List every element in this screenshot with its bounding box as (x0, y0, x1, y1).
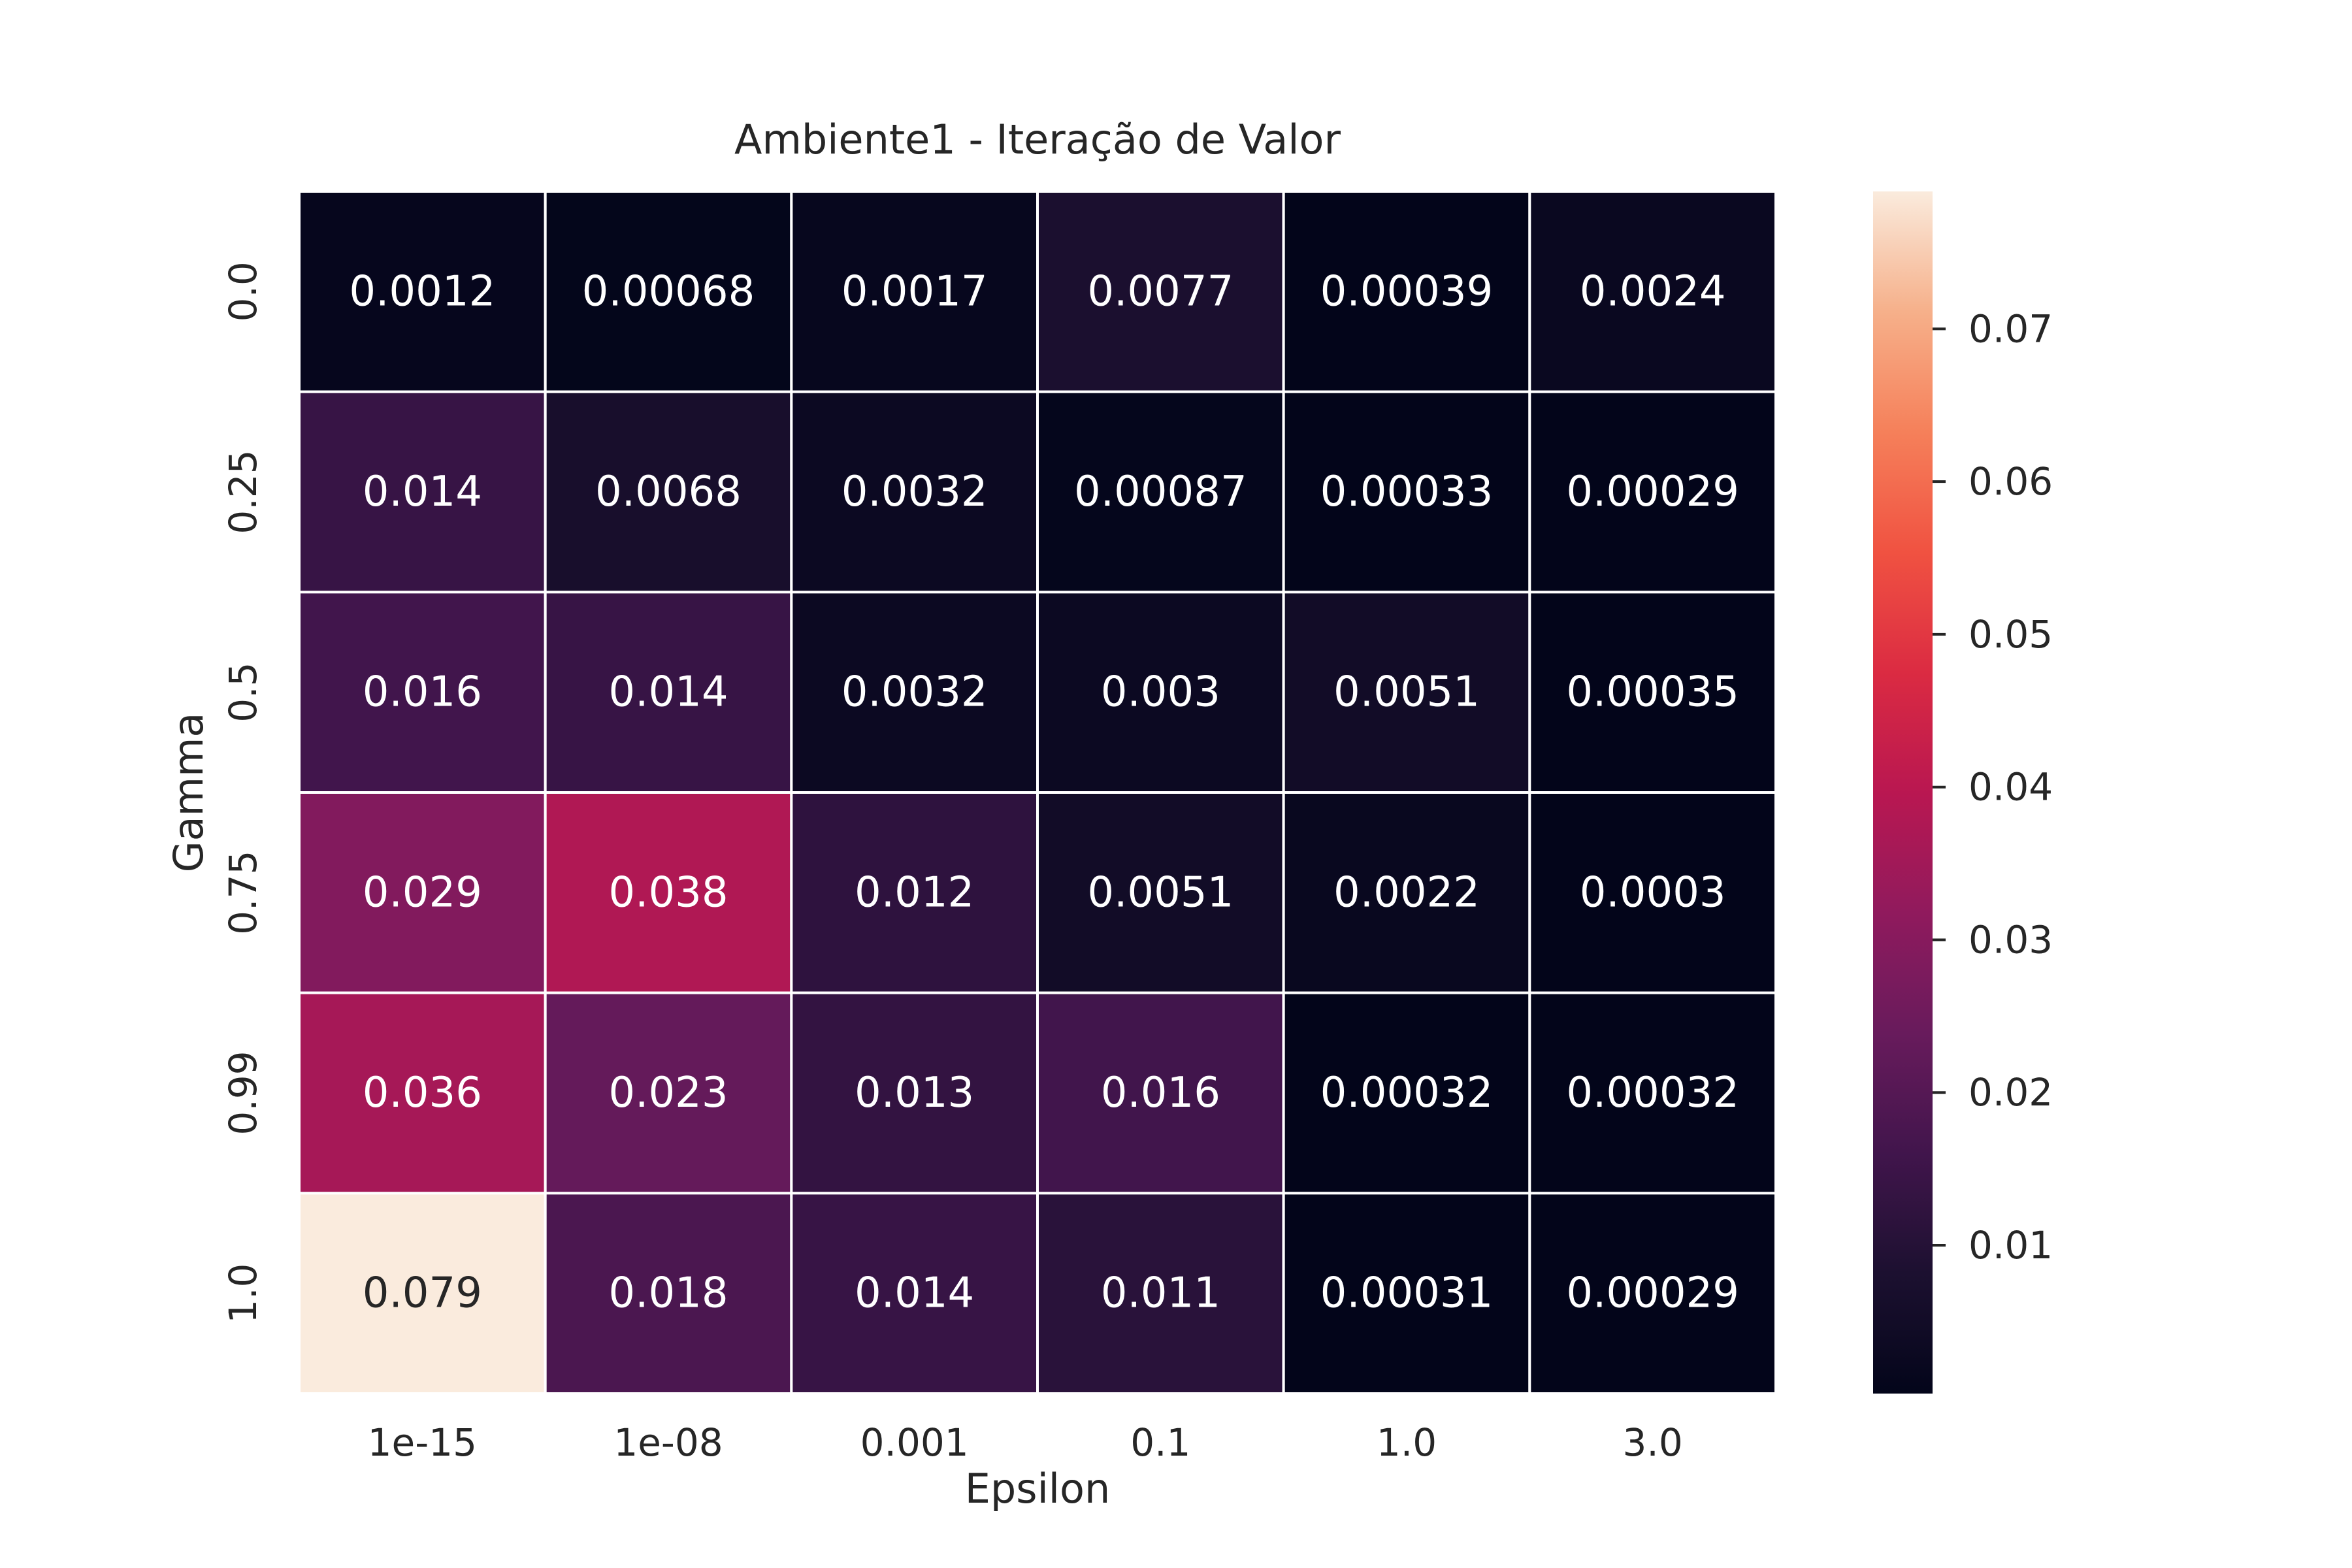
colorbar-tick-label: 0.04 (1968, 765, 2053, 809)
cell-value-label: 0.038 (608, 868, 728, 917)
heatmap-cell (1282, 991, 1531, 1195)
cell-value-label: 0.00033 (1320, 468, 1494, 516)
colorbar-tick-label: 0.05 (1968, 612, 2053, 657)
heatmap-cell (790, 791, 1039, 994)
heatmap-cell (1282, 591, 1531, 794)
heatmap-cell-labels: 0.0012 0.00068 0.0017 0.0077 0.00039 0.0024 0.… (349, 267, 1739, 1317)
cell-value-label: 0.016 (363, 668, 482, 717)
heatmap-cell (544, 791, 793, 994)
cell-value-label: 0.00032 (1320, 1069, 1494, 1117)
colorbar-tick-label: 0.01 (1968, 1223, 2053, 1267)
cell-value-label: 0.018 (608, 1269, 728, 1318)
cell-value-label: 0.0032 (841, 668, 988, 717)
y-tick-label: 1.0 (221, 1264, 265, 1324)
x-tick-label: 1.0 (1377, 1420, 1437, 1465)
colorbar-tick-label: 0.03 (1968, 917, 2053, 962)
x-axis-label: Epsilon (965, 1465, 1111, 1512)
cell-value-label: 0.0051 (1087, 868, 1233, 917)
heatmap-cell (544, 591, 793, 794)
heatmap-cell (1528, 791, 1777, 994)
heatmap-cell (1036, 190, 1285, 393)
cell-value-label: 0.0068 (595, 468, 742, 516)
cell-value-label: 0.011 (1101, 1269, 1220, 1318)
cell-value-label: 0.013 (855, 1069, 974, 1117)
colorbar-tick-label: 0.02 (1968, 1070, 2053, 1115)
x-tick-label: 0.001 (860, 1420, 969, 1465)
heatmap-cell (1528, 190, 1777, 393)
cell-value-label: 0.0032 (841, 468, 988, 516)
heatmap-cell (1528, 390, 1777, 594)
cell-value-label: 0.0051 (1333, 668, 1480, 717)
cell-value-label: 0.014 (855, 1269, 974, 1318)
heatmap-cell (298, 991, 547, 1195)
y-axis-label: Gamma (165, 713, 212, 873)
cell-value-label: 0.00031 (1320, 1269, 1494, 1318)
cell-value-label: 0.00068 (582, 267, 755, 316)
heatmap-cell (1528, 1192, 1777, 1396)
heatmap-cell (1282, 1192, 1531, 1396)
cell-value-label: 0.00087 (1074, 468, 1247, 516)
heatmap-cells (298, 190, 1777, 1396)
heatmap-cell (544, 190, 793, 393)
x-axis-ticks: 1e-15 1e-08 0.001 0.1 1.0 3.0 (368, 1420, 1683, 1465)
x-tick-label: 1e-15 (368, 1420, 477, 1465)
heatmap-cell (790, 190, 1039, 393)
heatmap-cell (1282, 791, 1531, 994)
cell-value-label: 0.00029 (1566, 1269, 1739, 1318)
heatmap-cell (1036, 591, 1285, 794)
y-tick-label: 0.99 (221, 1051, 265, 1135)
heatmap-cell (1528, 591, 1777, 794)
heatmap-cell (1036, 1192, 1285, 1396)
heatmap-cell (298, 190, 547, 393)
heatmap-cell (790, 991, 1039, 1195)
cell-value-label: 0.014 (363, 468, 482, 516)
cell-value-label: 0.0024 (1580, 267, 1726, 316)
cell-value-label: 0.016 (1101, 1069, 1220, 1117)
heatmap-cell (544, 390, 793, 594)
colorbar (1873, 191, 1933, 1394)
chart-title: Ambiente1 - Iteração de Valor (734, 116, 1341, 163)
cell-value-label: 0.00032 (1566, 1069, 1739, 1117)
cell-value-label: 0.0012 (349, 267, 495, 316)
cell-value-label: 0.0017 (841, 267, 988, 316)
cell-value-label: 0.00039 (1320, 267, 1494, 316)
cell-value-label: 0.0003 (1580, 868, 1726, 917)
cell-value-label: 0.0077 (1087, 267, 1233, 316)
heatmap-cell (1036, 991, 1285, 1195)
y-tick-label: 0.5 (221, 662, 265, 723)
x-tick-label: 0.1 (1130, 1420, 1190, 1465)
heatmap-cell (1036, 390, 1285, 594)
cell-value-label: 0.023 (608, 1069, 728, 1117)
y-tick-label: 0.75 (221, 851, 265, 935)
x-tick-label: 3.0 (1623, 1420, 1683, 1465)
colorbar-tick-label: 0.06 (1968, 459, 2053, 504)
y-tick-label: 0.25 (221, 449, 265, 534)
cell-value-label: 0.012 (855, 868, 974, 917)
heatmap-cell (298, 1192, 547, 1396)
cell-value-label: 0.0022 (1333, 868, 1480, 917)
cell-value-label: 0.029 (363, 868, 482, 917)
colorbar-tick-label: 0.07 (1968, 306, 2053, 351)
cell-value-label: 0.00029 (1566, 468, 1739, 516)
x-tick-label: 1e-08 (613, 1420, 723, 1465)
cell-value-label: 0.079 (363, 1269, 482, 1318)
y-tick-label: 0.0 (221, 261, 265, 321)
cell-value-label: 0.003 (1101, 668, 1220, 717)
cell-value-label: 0.00035 (1566, 668, 1739, 717)
heatmap-cell (1282, 190, 1531, 393)
cell-value-label: 0.036 (363, 1069, 482, 1117)
y-axis-ticks: 0.0 0.25 0.5 0.75 0.99 1.0 (221, 261, 265, 1324)
colorbar-ticks: 0.01 0.02 0.03 0.04 0.05 0.06 0.07 (1933, 306, 2053, 1267)
heatmap-cell (298, 791, 547, 994)
heatmap-cell (1036, 791, 1285, 994)
heatmap-cell (298, 591, 547, 794)
heatmap-cell (1528, 991, 1777, 1195)
cell-value-label: 0.014 (608, 668, 728, 717)
